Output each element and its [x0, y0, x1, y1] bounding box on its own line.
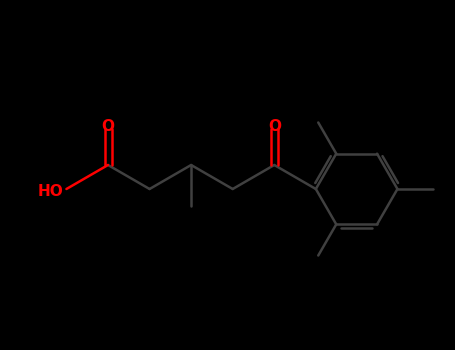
- Text: O: O: [101, 119, 115, 134]
- Text: HO: HO: [38, 183, 63, 198]
- Text: O: O: [268, 119, 281, 134]
